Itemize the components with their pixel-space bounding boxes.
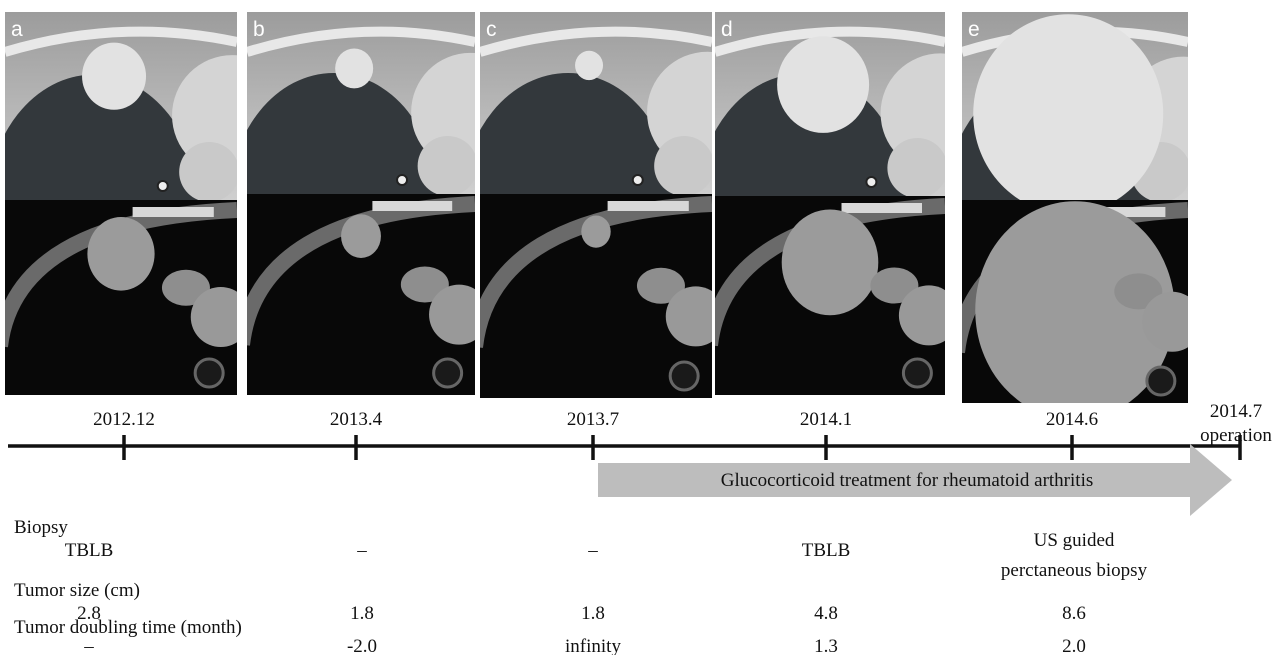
- tumor-mediastinal: [87, 217, 154, 291]
- vessel: [866, 177, 876, 187]
- aorta-mediastinal: [1142, 292, 1202, 352]
- row-label: Biopsy: [14, 517, 68, 538]
- timeline-date: 2014.6: [1046, 409, 1098, 430]
- vessel: [633, 175, 643, 185]
- figure: a b c d e 2012.12 2013.4 2013.7 2014.1 2014.6 20…: [0, 0, 1274, 655]
- tumor-size-cell: 2.8: [77, 603, 101, 624]
- tumor-size-cell: 1.8: [350, 603, 374, 624]
- panel-letter: a: [11, 18, 23, 41]
- spine-vessel: [195, 359, 223, 387]
- biopsy-cell: US guided: [1034, 530, 1115, 551]
- tumor-size-cell: 1.8: [581, 603, 605, 624]
- timeline-date: 2014.1: [800, 409, 852, 430]
- ct-panels: a b c d e: [0, 12, 1242, 420]
- end-label: operation: [1200, 425, 1272, 446]
- tumor: [335, 48, 373, 88]
- tumor-mediastinal: [581, 216, 610, 248]
- biopsy-cell: TBLB: [65, 540, 114, 561]
- panel-letter: d: [721, 18, 733, 41]
- vessel: [397, 175, 407, 185]
- aorta: [654, 136, 714, 196]
- aorta-mediastinal: [191, 287, 251, 347]
- end-date: 2014.7: [1210, 401, 1262, 422]
- tumor: [575, 51, 603, 80]
- ct-panel: [944, 12, 1242, 420]
- timeline-date: 2013.7: [567, 409, 619, 430]
- doubling-time-cell: 2.0: [1062, 636, 1086, 655]
- vessel: [158, 181, 168, 191]
- tumor-mediastinal: [341, 214, 381, 258]
- spine-vessel: [670, 362, 698, 390]
- tumor: [82, 43, 146, 110]
- biopsy-cell: –: [356, 540, 367, 561]
- row-label: Tumor size (cm): [14, 580, 140, 601]
- timeline-date: 2013.4: [330, 409, 383, 430]
- spine-vessel: [903, 359, 931, 387]
- row-label: Tumor doubling time (month): [14, 617, 242, 638]
- aorta: [887, 138, 947, 198]
- doubling-time-cell: infinity: [565, 636, 621, 655]
- tumor-mediastinal: [782, 210, 879, 316]
- doubling-time-cell: 1.3: [814, 636, 838, 655]
- panel-letter: e: [968, 18, 980, 41]
- spine-vessel: [1147, 367, 1175, 395]
- tumor: [973, 14, 1163, 214]
- panel-letter: b: [253, 18, 265, 41]
- doubling-time-cell: –: [83, 636, 94, 655]
- treatment-label: Glucocorticoid treatment for rheumatoid …: [721, 470, 1094, 491]
- aorta: [179, 142, 239, 202]
- panel-letter: c: [486, 18, 497, 41]
- biopsy-cell: –: [587, 540, 598, 561]
- timeline-date: 2012.12: [93, 409, 155, 430]
- tumor-size-cell: 4.8: [814, 603, 838, 624]
- aorta-mediastinal: [899, 285, 959, 345]
- ct-panel: [697, 12, 1001, 395]
- tumor-size-cell: 8.6: [1062, 603, 1086, 624]
- doubling-time-cell: -2.0: [347, 636, 377, 655]
- biopsy-cell: perctaneous biopsy: [1001, 560, 1148, 581]
- aorta: [418, 136, 478, 196]
- spine-vessel: [434, 359, 462, 387]
- tumor: [777, 36, 869, 133]
- biopsy-cell: TBLB: [802, 540, 851, 561]
- timeline-ticks: 2012.12 2013.4 2013.7 2014.1 2014.6: [93, 409, 1240, 460]
